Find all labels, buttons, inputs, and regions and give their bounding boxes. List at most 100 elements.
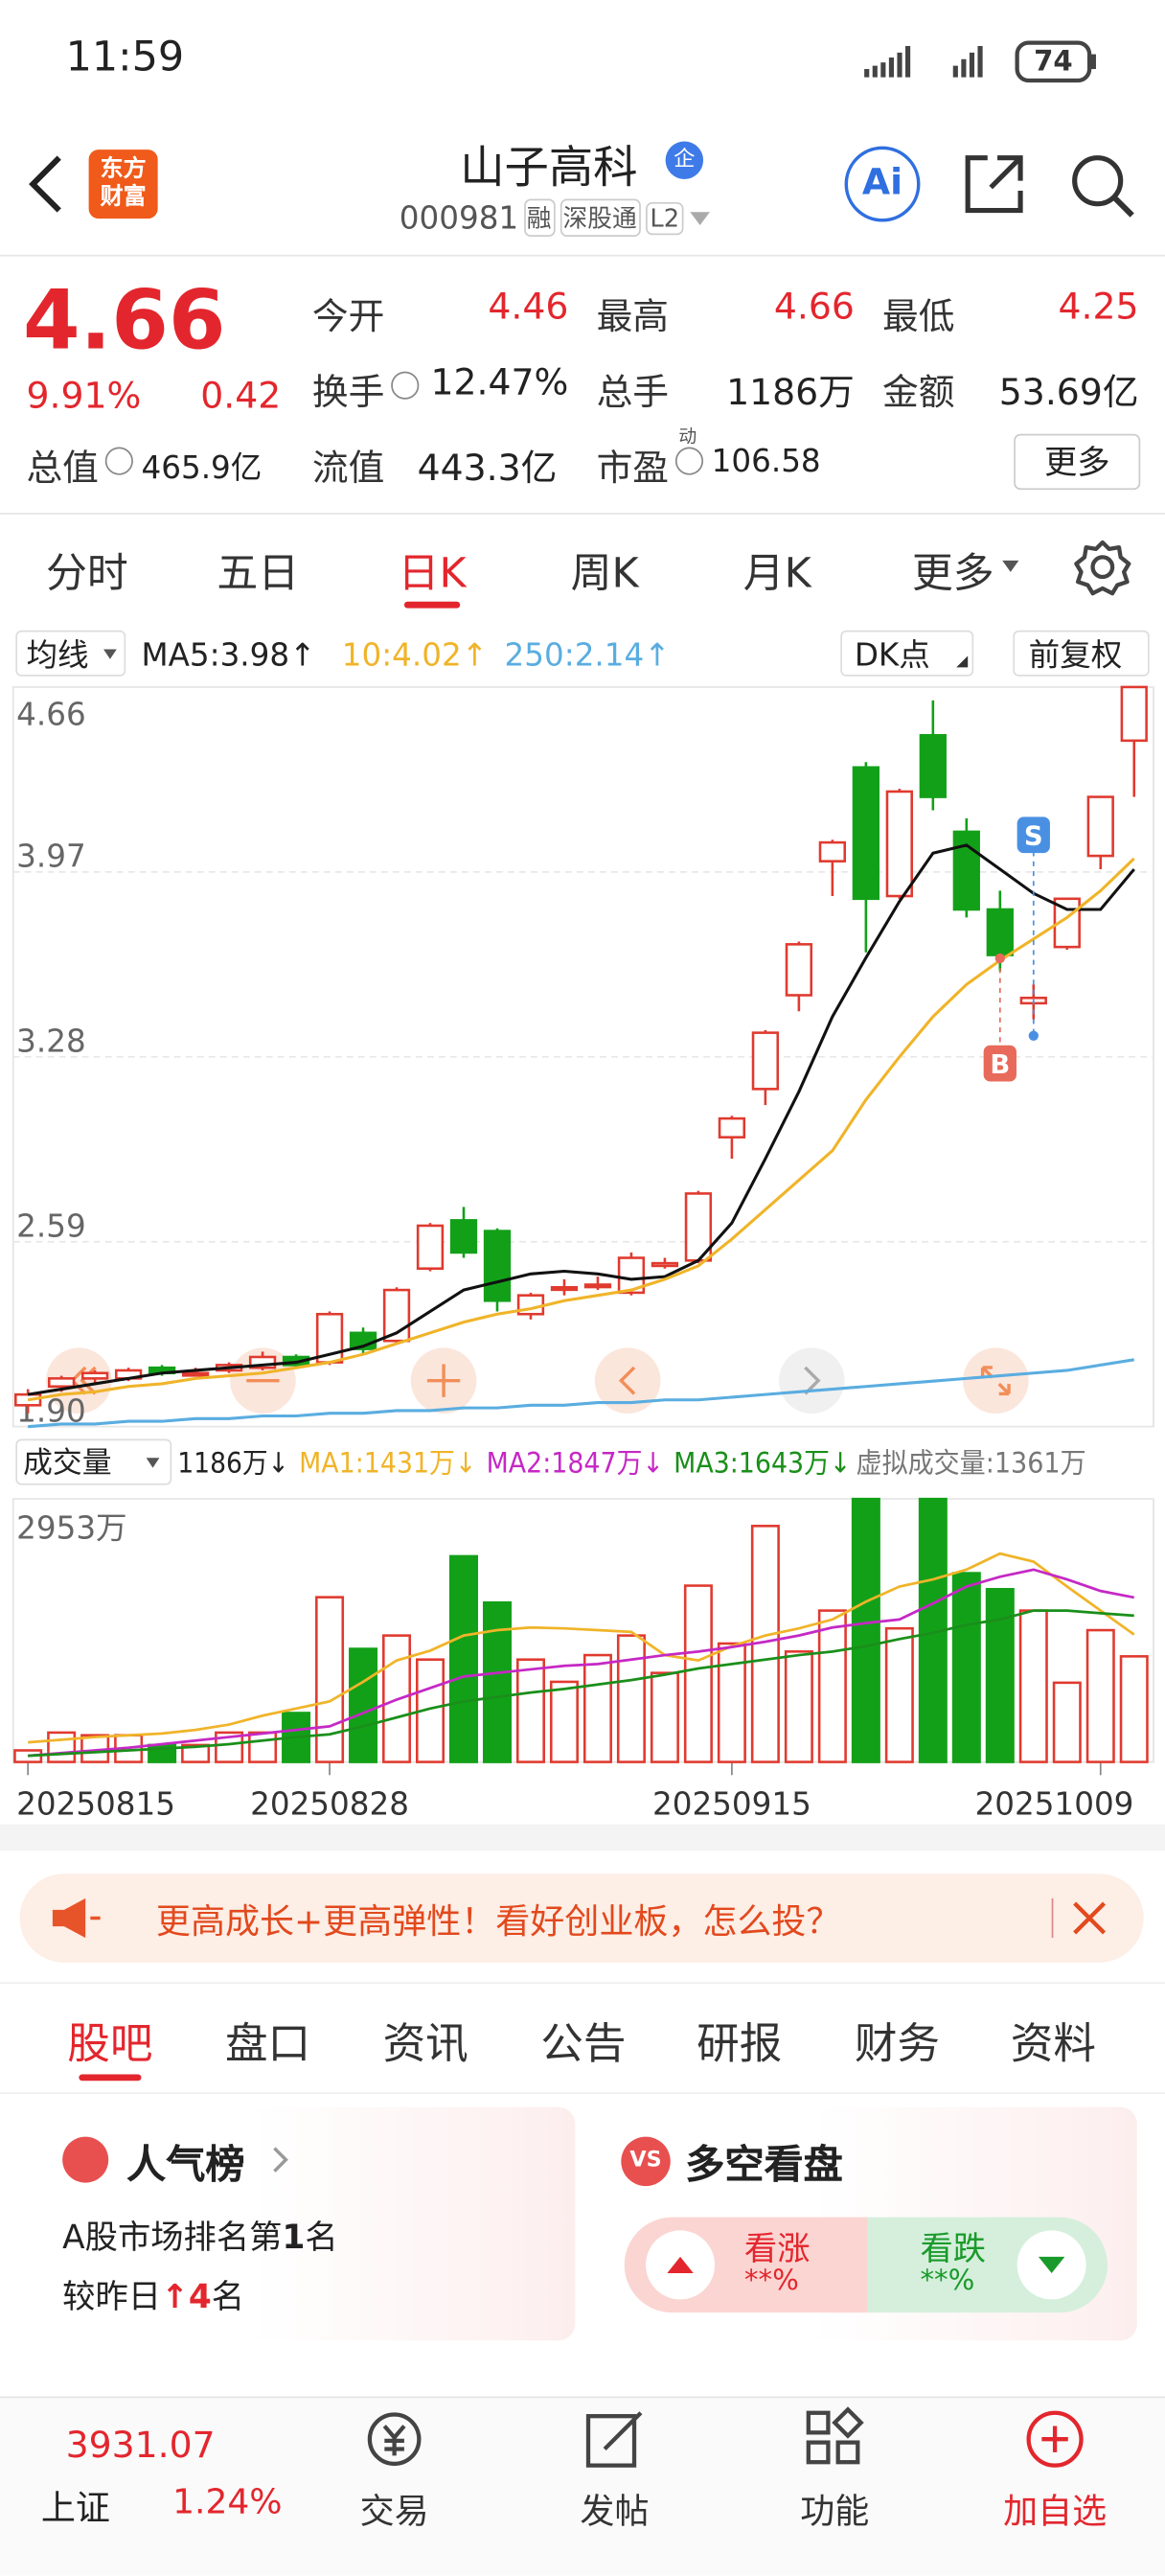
popularity-card[interactable] — [35, 2106, 576, 2341]
volume-selector-box[interactable] — [15, 1438, 172, 1485]
field-label: 换手 — [311, 373, 385, 415]
y-tick-label: 2953万 — [16, 1509, 126, 1546]
candle-body — [550, 1286, 579, 1292]
field-label: 今开 — [311, 297, 385, 339]
index-value[interactable]: 3931.07 — [65, 2426, 216, 2468]
field-value: 53.69亿 — [998, 373, 1139, 415]
index-name[interactable]: 上证 — [40, 2488, 110, 2528]
field-value: 465.9亿 — [141, 449, 263, 487]
content-tab[interactable]: 盘口 — [224, 2019, 311, 2070]
rank-text: 较昨日 — [62, 2276, 162, 2316]
candle-body — [785, 943, 813, 997]
banner-close[interactable] — [1071, 1900, 1108, 1937]
period-tab[interactable]: 分时 — [45, 548, 128, 597]
vs-icon: VS — [621, 2136, 671, 2187]
volume-bar — [951, 1572, 981, 1763]
x-tick-label: 20250915 — [652, 1785, 811, 1822]
tag: L2 — [645, 201, 685, 235]
x-tick-label: 20250815 — [16, 1785, 175, 1822]
adjust-box[interactable] — [1013, 630, 1150, 677]
dk-button[interactable]: DK点 — [855, 637, 930, 674]
candle-body — [449, 1219, 478, 1254]
candle-body — [1086, 795, 1114, 858]
content-tab[interactable]: 财务 — [854, 2019, 941, 2070]
volume-bar — [884, 1626, 914, 1763]
marker-badge — [983, 1045, 1017, 1082]
period-tab[interactable]: 五日 — [217, 548, 300, 597]
volume-ma-line — [28, 1552, 1135, 1744]
volume-bar — [582, 1653, 612, 1763]
content-tab[interactable]: 公告 — [540, 2019, 627, 2070]
popularity-title[interactable]: 人气榜 — [126, 2141, 245, 2188]
candle-body — [852, 766, 880, 901]
candle-body — [818, 840, 847, 862]
bull-value: **% — [743, 2265, 799, 2298]
content-tab[interactable]: 资讯 — [382, 2019, 468, 2070]
field-label: 总手 — [596, 373, 670, 415]
enterprise-badge: 企 — [665, 141, 704, 179]
content-tab[interactable]: 股吧 — [67, 2019, 153, 2070]
volume-bar — [47, 1731, 77, 1763]
candle-body — [651, 1261, 679, 1268]
candle-body — [952, 830, 980, 911]
volume-bar — [650, 1671, 679, 1763]
candle-body — [919, 733, 947, 798]
code-row: 000981 融 深股通 L2 — [399, 198, 713, 237]
ai-button[interactable]: Ai — [844, 146, 921, 222]
nav-item[interactable]: 发帖 — [580, 2492, 650, 2532]
field-label: 最高 — [596, 297, 670, 339]
info-icon — [391, 371, 420, 400]
volume-bar — [549, 1680, 579, 1763]
ma250-legend: 250:2.14↑ — [505, 637, 671, 674]
candle-body — [1120, 685, 1148, 743]
index-change[interactable]: 1.24% — [172, 2481, 283, 2521]
back-button[interactable] — [23, 151, 72, 218]
more-arrow — [1002, 560, 1019, 572]
status-icons: 74 — [864, 40, 1096, 83]
popularity-icon — [62, 2136, 109, 2183]
volume-title[interactable]: 成交量 — [23, 1446, 112, 1481]
banner-text[interactable]: 更高成长+更高弹性！看好创业板，怎么投？ — [155, 1901, 841, 1942]
promo-banner[interactable] — [19, 1874, 1144, 1963]
period-tab[interactable]: 日K — [398, 548, 467, 597]
change-amount: 0.42 — [200, 376, 282, 418]
marker-dot — [994, 953, 1005, 964]
field-sup: 动 — [678, 426, 697, 448]
more-button[interactable]: 更多 — [1014, 433, 1141, 491]
content-tab[interactable]: 资料 — [1010, 2019, 1096, 2070]
nav-item[interactable]: 加自选 — [1003, 2492, 1108, 2532]
volume-bar — [683, 1584, 713, 1763]
field-value: 12.47% — [430, 363, 569, 404]
rank-text: A股市场排名第 — [62, 2217, 283, 2257]
share-button[interactable] — [961, 151, 1027, 218]
tag: 融 — [523, 198, 555, 237]
app-logo: 东方 财富 — [88, 150, 158, 219]
volume-bar — [616, 1634, 646, 1763]
rank-text: 名 — [305, 2217, 338, 2257]
ma5-legend: MA5:3.98↑ — [141, 637, 315, 674]
ma-selector-box[interactable] — [15, 630, 126, 677]
search-button[interactable] — [1068, 151, 1137, 220]
volume-bar — [248, 1731, 278, 1763]
adjust-button[interactable]: 前复权 — [1029, 637, 1123, 674]
ma-selector[interactable]: 均线 — [26, 637, 88, 674]
nav-item[interactable]: 功能 — [800, 2492, 870, 2532]
stock-name: 山子高科 — [460, 143, 638, 195]
bull-label: 看涨 — [743, 2228, 811, 2268]
period-tab[interactable]: 更多 — [911, 548, 994, 597]
candle-body — [751, 1031, 780, 1091]
bottom-bar — [0, 2396, 1165, 2576]
volume-current: 1186万↓ — [177, 1447, 289, 1480]
nav-item[interactable]: 交易 — [359, 2492, 429, 2532]
x-tick-label: 20250828 — [250, 1785, 409, 1822]
period-tab[interactable]: 周K — [570, 548, 639, 597]
period-tab[interactable]: 月K — [742, 548, 811, 597]
settings-button[interactable] — [1071, 536, 1133, 598]
stock-code: 000981 — [399, 199, 519, 237]
marker-badge — [1017, 816, 1050, 854]
volume-bar — [851, 1497, 880, 1763]
dk-box[interactable] — [840, 630, 974, 677]
content-tab[interactable]: 研报 — [697, 2019, 783, 2070]
